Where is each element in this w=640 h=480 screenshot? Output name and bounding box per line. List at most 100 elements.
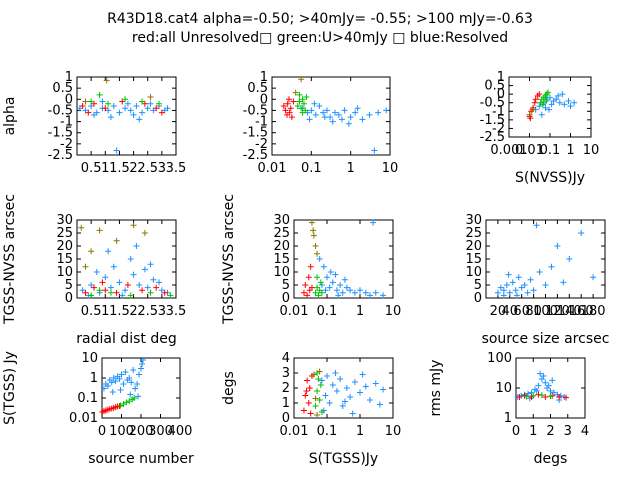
data-point-green xyxy=(314,370,321,376)
data-point-blue xyxy=(542,104,549,111)
data-point-blue xyxy=(104,382,111,389)
data-point-blue xyxy=(323,107,330,114)
data-point-blue xyxy=(164,105,171,112)
data-point-blue xyxy=(133,243,140,249)
data-point-olive xyxy=(526,111,533,118)
data-point-red xyxy=(124,282,131,288)
data-point-blue xyxy=(509,279,516,286)
x-tick-label: 1 xyxy=(356,424,364,439)
x-tick-label: 10 xyxy=(385,424,402,439)
data-point-blue xyxy=(542,282,549,288)
data-point-blue xyxy=(366,397,373,403)
x-axis-label: degs xyxy=(534,451,568,467)
data-point-blue xyxy=(500,292,507,299)
data-point-olive xyxy=(82,263,89,270)
data-point-green xyxy=(96,91,103,98)
data-point-blue xyxy=(500,287,507,294)
data-point-blue xyxy=(556,99,563,106)
data-point-blue xyxy=(130,271,137,278)
x-tick-label: 1 xyxy=(356,304,364,319)
data-point-blue xyxy=(138,361,145,368)
data-point-red xyxy=(305,274,312,281)
data-point-green xyxy=(296,91,303,98)
y-tick-label: -1 xyxy=(60,115,73,130)
data-point-blue xyxy=(117,387,124,394)
data-point-blue xyxy=(116,375,123,382)
data-point-red xyxy=(305,400,312,406)
y-tick-label: 10 xyxy=(465,265,482,280)
x-tick-label: 0.01 xyxy=(258,161,287,176)
data-point-red xyxy=(302,392,309,399)
y-tick-label: 10 xyxy=(81,351,98,366)
data-point-green xyxy=(547,393,554,400)
data-point-blue xyxy=(136,282,143,288)
data-point-blue xyxy=(156,279,163,286)
data-point-blue xyxy=(322,392,329,399)
y-tick-label: 0.5 xyxy=(52,81,73,96)
y-tick-label: 0 xyxy=(65,92,73,107)
data-point-blue xyxy=(375,109,382,116)
data-point-red xyxy=(287,105,294,112)
data-point-green xyxy=(314,274,321,281)
data-point-green xyxy=(127,292,134,299)
data-point-green xyxy=(107,289,114,296)
y-tick-label: -1 xyxy=(255,115,268,130)
plot-frame xyxy=(293,219,394,299)
y-tick-label: -1.5 xyxy=(243,126,268,141)
x-tick-label: 2 xyxy=(129,161,137,176)
data-point-blue xyxy=(366,292,373,299)
y-tick-label: 10 xyxy=(273,265,290,280)
data-point-blue xyxy=(112,378,119,385)
data-point-blue xyxy=(521,282,528,288)
y-tick-label: 0 xyxy=(65,291,73,306)
data-point-blue xyxy=(113,147,120,154)
x-tick-label: 0.01 xyxy=(280,424,309,439)
data-point-blue xyxy=(107,284,114,291)
x-tick-label: 10 xyxy=(382,161,399,176)
data-point-blue xyxy=(329,279,336,286)
x-tick-label: 40 xyxy=(502,304,519,319)
x-tick-label: 0.5 xyxy=(81,304,102,319)
x-tick-label: 140 xyxy=(557,304,582,319)
data-point-blue xyxy=(144,105,151,112)
data-point-blue xyxy=(339,403,346,409)
data-point-blue xyxy=(150,276,157,283)
data-point-green xyxy=(318,289,325,296)
y-tick-label: 5 xyxy=(65,278,73,293)
data-point-green xyxy=(167,292,174,299)
y-tick-label: -2 xyxy=(492,121,505,136)
x-tick-label: 1.5 xyxy=(109,304,130,319)
y-tick-label: 1 xyxy=(90,371,98,386)
data-point-blue xyxy=(359,116,366,123)
data-point-green xyxy=(314,388,321,394)
data-point-green xyxy=(156,100,163,107)
data-point-olive xyxy=(529,106,536,113)
data-point-blue xyxy=(134,381,141,388)
data-point-blue xyxy=(554,243,561,249)
data-point-green xyxy=(316,397,323,403)
data-point-blue xyxy=(512,287,519,294)
y-tick-label: 0.1 xyxy=(77,391,98,406)
x-tick-label: 3 xyxy=(158,161,166,176)
data-point-blue xyxy=(138,365,144,372)
y-tick-label: 10 xyxy=(56,265,73,280)
data-point-olive xyxy=(292,89,299,96)
data-point-red xyxy=(82,289,89,296)
data-point-blue xyxy=(311,100,318,107)
data-point-blue xyxy=(120,381,127,388)
y-axis-label: alpha xyxy=(2,97,18,136)
data-point-red xyxy=(527,115,534,122)
data-point-blue xyxy=(566,256,573,262)
y-axis-label: degs xyxy=(221,371,237,405)
data-point-green xyxy=(312,403,319,409)
x-tick-label: 3 xyxy=(564,424,572,439)
data-point-blue xyxy=(536,103,543,110)
data-point-green xyxy=(314,284,321,291)
y-tick-label: 5 xyxy=(282,278,290,293)
data-point-blue xyxy=(343,284,350,291)
data-point-blue xyxy=(312,111,319,118)
data-point-red xyxy=(161,289,168,296)
y-tick-label: -0.5 xyxy=(480,96,505,111)
data-point-blue xyxy=(136,371,143,378)
